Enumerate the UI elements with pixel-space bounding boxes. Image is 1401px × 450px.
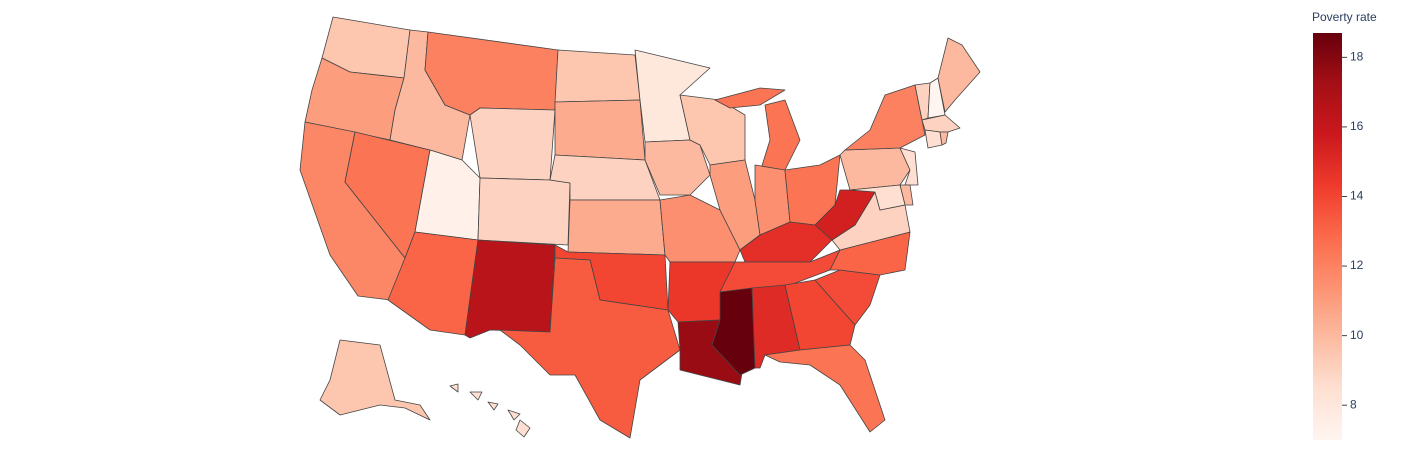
state bbox=[554, 99, 646, 161]
colorbar-title: Poverty rate bbox=[1312, 10, 1377, 24]
state bbox=[659, 194, 741, 263]
colorbar bbox=[1313, 33, 1342, 440]
colorbar-tick-label: 8 bbox=[1350, 397, 1357, 411]
state bbox=[839, 147, 911, 191]
state bbox=[464, 239, 556, 339]
state bbox=[924, 129, 943, 149]
states bbox=[299, 16, 981, 439]
state bbox=[814, 269, 881, 326]
state bbox=[899, 147, 919, 186]
colorbar-tick-label: 12 bbox=[1350, 258, 1364, 272]
colorbar-tick-label: 18 bbox=[1350, 50, 1364, 64]
colorbar-tick-label: 10 bbox=[1350, 328, 1364, 342]
state bbox=[469, 107, 556, 181]
state bbox=[937, 37, 981, 113]
state bbox=[449, 383, 531, 438]
state bbox=[764, 344, 886, 433]
colorbar-tick-label: 16 bbox=[1350, 119, 1364, 133]
state bbox=[319, 339, 431, 421]
state bbox=[499, 257, 681, 439]
state bbox=[567, 199, 666, 256]
state bbox=[849, 184, 906, 211]
state bbox=[554, 49, 641, 103]
state bbox=[939, 131, 949, 146]
state bbox=[844, 84, 926, 151]
state bbox=[784, 279, 856, 351]
colorbar-tick-label: 14 bbox=[1350, 189, 1364, 203]
state bbox=[477, 177, 571, 246]
state bbox=[424, 31, 559, 116]
